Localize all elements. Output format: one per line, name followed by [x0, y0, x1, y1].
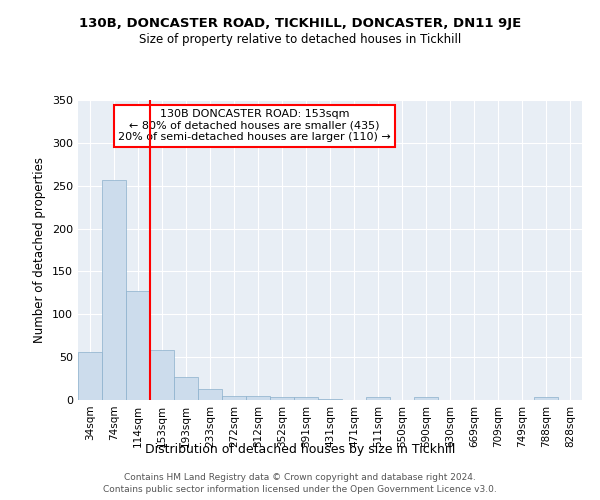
Text: 130B DONCASTER ROAD: 153sqm
← 80% of detached houses are smaller (435)
20% of se: 130B DONCASTER ROAD: 153sqm ← 80% of det…: [118, 109, 391, 142]
Bar: [270, 396, 294, 400]
Text: Contains public sector information licensed under the Open Government Licence v3: Contains public sector information licen…: [103, 485, 497, 494]
Bar: [102, 180, 126, 400]
Bar: [126, 291, 150, 400]
Bar: [222, 396, 246, 400]
Bar: [78, 352, 102, 400]
Bar: [414, 398, 438, 400]
Text: Size of property relative to detached houses in Tickhill: Size of property relative to detached ho…: [139, 32, 461, 46]
Text: Contains HM Land Registry data © Crown copyright and database right 2024.: Contains HM Land Registry data © Crown c…: [124, 472, 476, 482]
Bar: [366, 396, 390, 400]
Bar: [294, 396, 318, 400]
Text: 130B, DONCASTER ROAD, TICKHILL, DONCASTER, DN11 9JE: 130B, DONCASTER ROAD, TICKHILL, DONCASTE…: [79, 18, 521, 30]
Bar: [318, 399, 342, 400]
Bar: [246, 396, 270, 400]
Bar: [150, 350, 174, 400]
Y-axis label: Number of detached properties: Number of detached properties: [34, 157, 46, 343]
Text: Distribution of detached houses by size in Tickhill: Distribution of detached houses by size …: [145, 442, 455, 456]
Bar: [198, 389, 222, 400]
Bar: [534, 398, 558, 400]
Bar: [174, 377, 198, 400]
